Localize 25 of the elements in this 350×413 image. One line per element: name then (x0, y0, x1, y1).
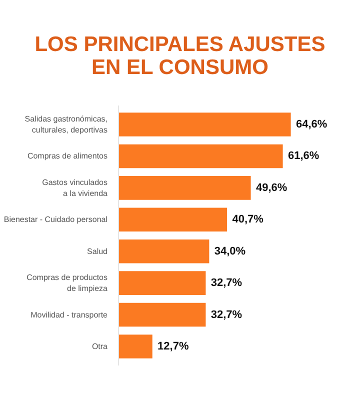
y-tick-label: Otra (92, 342, 108, 351)
bar (118, 208, 228, 232)
bar (118, 334, 152, 358)
y-tick-label: Bienestar - Cuidado personal (4, 215, 108, 224)
data-label: 34,0% (214, 245, 246, 258)
data-label: 32,7% (210, 277, 242, 290)
y-tick-label: Salidas gastronómicas, culturales, deportivas (24, 114, 108, 134)
data-label: 32,7% (210, 308, 242, 321)
bar (118, 302, 206, 327)
bar (118, 271, 206, 295)
bar (118, 176, 251, 200)
bar (118, 144, 283, 168)
y-tick-label: Compras de productos de limpieza (26, 273, 108, 293)
y-tick-label: Compras de alimentos (27, 152, 108, 161)
data-label: 61,6% (288, 150, 320, 162)
y-tick-label: Gastos vinculados a la vivienda (42, 178, 108, 198)
y-tick-label: Salud (87, 246, 108, 256)
chart-title: LOS PRINCIPALES AJUSTES EN EL CONSUMO (34, 33, 326, 80)
bar (118, 112, 291, 136)
data-label: 64,6% (296, 118, 328, 131)
data-label: 49,6% (256, 182, 288, 194)
data-label: 12,7% (158, 340, 189, 352)
y-tick-label: Movilidad - transporte (30, 310, 108, 320)
data-label: 40,7% (232, 214, 264, 226)
bar (118, 239, 210, 264)
